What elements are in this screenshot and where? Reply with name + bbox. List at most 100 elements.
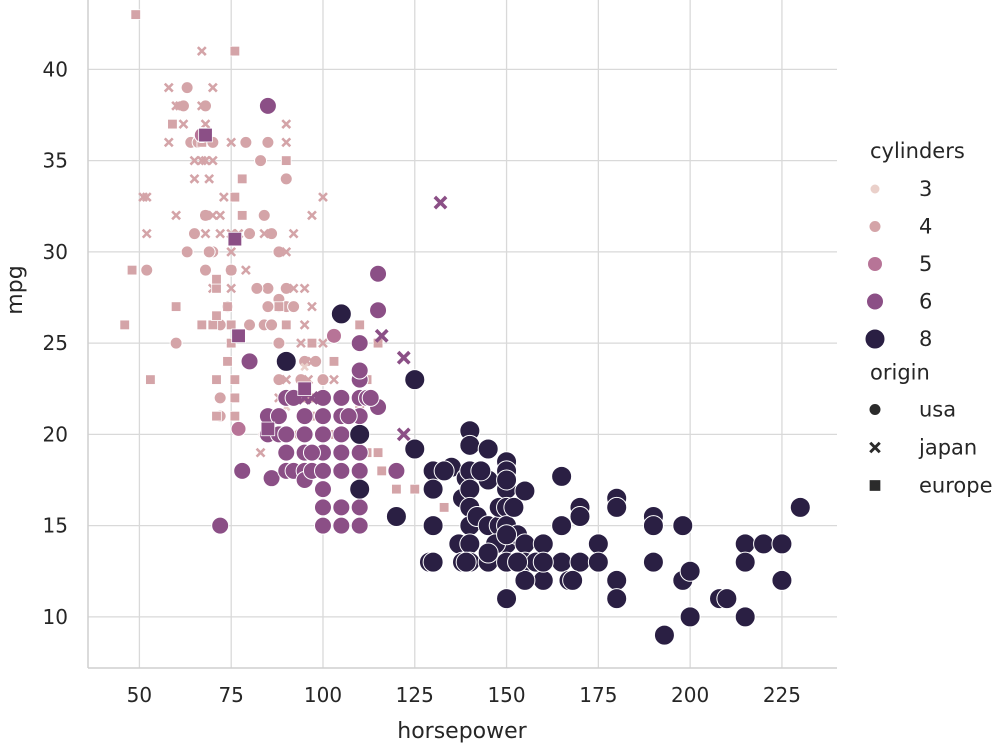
- data-point-europe-cyl4: [211, 410, 222, 422]
- data-point-usa-cyl8: [503, 496, 525, 518]
- data-point-usa-cyl6: [302, 443, 321, 462]
- data-point-usa-cyl8: [771, 533, 793, 555]
- data-point-usa-cyl8: [496, 588, 518, 610]
- y-tick-label: 35: [43, 149, 68, 173]
- data-point-usa-cyl5: [325, 327, 342, 344]
- data-point-europe-cyl4: [145, 374, 156, 385]
- data-point-usa-cyl4: [140, 263, 154, 277]
- data-point-europe-cyl4: [229, 374, 241, 385]
- legend-label-cyl-3: 3: [919, 177, 932, 201]
- data-point-europe-cyl4: [409, 483, 420, 495]
- data-point-japan-cyl4: [281, 119, 292, 130]
- y-tick-label: 25: [43, 331, 68, 355]
- data-point-japan-cyl6: [433, 195, 448, 210]
- data-point-usa-cyl6: [332, 443, 351, 462]
- data-point-europe-cyl4: [376, 465, 387, 477]
- data-point-usa-cyl6: [277, 425, 296, 444]
- data-point-japan-cyl4: [174, 100, 185, 111]
- data-point-europe-cyl4: [281, 319, 292, 331]
- data-point-japan-cyl4: [299, 283, 310, 294]
- legend-label-usa: usa: [919, 398, 956, 422]
- data-point-usa-cyl8: [507, 551, 529, 573]
- data-point-japan-cyl4: [196, 46, 207, 57]
- data-point-usa-cyl8: [551, 551, 573, 573]
- data-point-usa-cyl6: [369, 301, 388, 320]
- data-point-europe-cyl4: [273, 301, 285, 312]
- data-point-usa-cyl6: [350, 516, 369, 535]
- data-point-usa-cyl4: [187, 227, 201, 241]
- x-tick-label: 50: [127, 683, 152, 707]
- data-point-usa-cyl8: [734, 533, 756, 555]
- data-point-japan-cyl4: [288, 228, 299, 239]
- data-point-usa-cyl4: [279, 172, 293, 186]
- data-point-usa-cyl8: [562, 569, 584, 591]
- data-point-usa-cyl6: [313, 498, 332, 517]
- data-point-usa-cyl8: [349, 423, 371, 445]
- x-tick-label: 75: [218, 683, 243, 707]
- data-point-usa-cyl8: [789, 496, 811, 518]
- data-point-usa-cyl8: [653, 624, 675, 646]
- legend-title-cylinders: cylinders: [870, 139, 965, 163]
- data-point-usa-cyl4: [169, 336, 183, 350]
- data-point-japan-cyl4: [207, 210, 218, 221]
- x-tick-label: 225: [763, 683, 801, 707]
- data-point-usa-cyl6: [332, 425, 351, 444]
- data-point-japan-cyl4: [215, 210, 226, 221]
- data-point-usa-cyl8: [275, 350, 297, 372]
- axes: [87, 0, 837, 669]
- data-point-usa-cyl4: [316, 373, 330, 387]
- legend-title-origin: origin: [870, 361, 930, 385]
- data-point-usa-cyl5: [230, 420, 247, 437]
- legend-label-europe: europe: [919, 474, 993, 498]
- data-point-usa-cyl8: [422, 551, 444, 573]
- data-point-europe-cyl4: [167, 118, 178, 130]
- x-tick-label: 200: [671, 683, 709, 707]
- data-point-europe-cyl4: [211, 374, 222, 385]
- y-tick-label: 30: [43, 240, 68, 264]
- data-point-japan-cyl4: [196, 100, 207, 111]
- data-point-japan-cyl4: [226, 265, 237, 276]
- legend-label-japan: japan: [918, 436, 977, 460]
- data-point-usa-cyl8: [642, 551, 664, 573]
- data-point-japan-cyl4: [189, 155, 200, 166]
- data-point-japan-cyl4: [138, 192, 148, 203]
- data-point-europe-cyl6: [198, 127, 213, 143]
- y-tick-label: 40: [43, 57, 68, 81]
- data-point-usa-cyl4: [272, 336, 286, 350]
- x-tick-label: 100: [304, 683, 342, 707]
- data-point-europe-cyl4: [229, 410, 241, 422]
- data-point-japan-cyl6: [396, 350, 411, 365]
- legend-marker-japan: [869, 441, 881, 454]
- data-point-usa-cyl6: [258, 96, 277, 115]
- data-point-usa-cyl8: [404, 369, 426, 391]
- data-point-japan-cyl4: [307, 210, 317, 221]
- data-point-usa-cyl6: [350, 461, 369, 480]
- data-point-usa-cyl8: [532, 533, 554, 555]
- data-point-europe-cyl4: [119, 319, 130, 331]
- data-point-europe-cyl4: [229, 392, 241, 404]
- data-point-usa-cyl8: [330, 303, 352, 325]
- data-point-europe-cyl4: [170, 301, 182, 312]
- data-point-usa-cyl8: [771, 569, 793, 591]
- data-point-usa-cyl8: [569, 506, 591, 528]
- data-point-japan-cyl4: [226, 246, 237, 257]
- data-point-usa-cyl8: [532, 551, 554, 573]
- data-point-europe-cyl4: [225, 337, 237, 349]
- data-point-japan-cyl4: [226, 283, 237, 294]
- legend-marker-usa: [868, 403, 882, 416]
- data-point-usa-cyl6: [233, 461, 252, 480]
- data-point-usa-cyl4: [261, 300, 275, 314]
- data-point-usa-cyl8: [477, 438, 499, 460]
- data-point-usa-cyl8: [385, 506, 407, 528]
- data-point-europe-cyl6: [227, 231, 243, 247]
- data-point-japan-cyl4: [288, 283, 299, 294]
- data-point-usa-cyl4: [202, 245, 216, 259]
- legend-marker-cyl-3: [869, 183, 881, 195]
- data-point-usa-cyl4: [213, 391, 227, 405]
- data-point-usa-cyl6: [361, 388, 380, 407]
- data-point-europe-cyl4: [236, 173, 248, 185]
- data-point-usa-cyl8: [753, 533, 775, 555]
- data-point-japan-cyl4: [163, 137, 174, 148]
- legend-marker-europe: [868, 479, 882, 492]
- legend-marker-cyl-5: [867, 256, 883, 272]
